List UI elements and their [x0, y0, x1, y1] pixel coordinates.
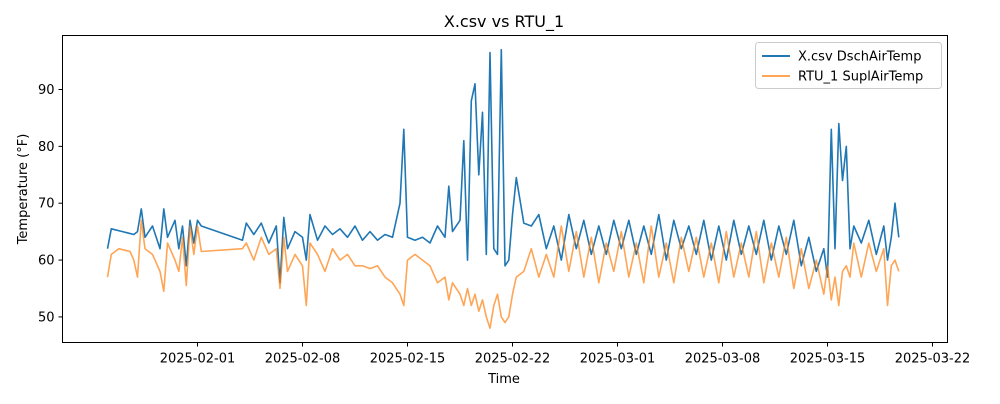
legend-box: [755, 42, 942, 89]
x-tick-label: 2025-03-15: [790, 352, 866, 367]
x-axis: 2025-02-01 2025-02-08 2025-02-15 2025-02-22…: [160, 342, 971, 367]
y-tick-label: 60: [38, 254, 55, 269]
y-tick-label: 70: [38, 197, 55, 212]
chart-title: X.csv vs RTU_1: [444, 12, 564, 32]
x-tick-label: 2025-02-22: [475, 352, 551, 367]
x-tick-label: 2025-03-01: [580, 352, 656, 367]
plot-frame: [62, 35, 948, 343]
legend-label-2: RTU_1 SuplAirTemp: [798, 70, 923, 85]
x-axis-label: Time: [487, 372, 520, 387]
y-tick-label: 80: [38, 140, 55, 155]
x-tick-label: 2025-02-15: [370, 352, 446, 367]
x-tick-label: 2025-02-01: [160, 352, 236, 367]
y-tick-label: 90: [38, 83, 55, 98]
x-tick-label: 2025-03-22: [895, 352, 971, 367]
x-tick-label: 2025-03-08: [685, 352, 761, 367]
legend: X.csv DschAirTemp RTU_1 SuplAirTemp: [755, 42, 942, 89]
x-tick-label: 2025-02-08: [265, 352, 341, 367]
y-axis: 50 60 70 80 90: [38, 83, 63, 325]
legend-label-1: X.csv DschAirTemp: [798, 50, 921, 65]
series-line-2: [106, 219, 900, 330]
y-axis-label: Temperature (°F): [16, 134, 31, 246]
plot-area: [106, 48, 900, 330]
y-tick-label: 50: [38, 310, 55, 325]
